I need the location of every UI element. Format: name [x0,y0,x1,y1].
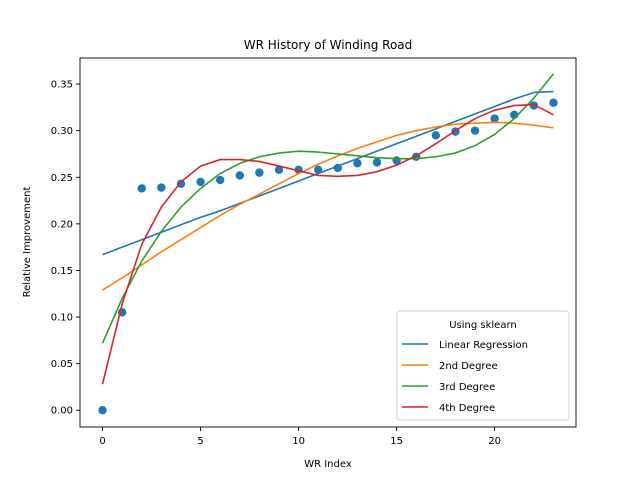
x-tick-label: 0 [99,436,105,447]
x-tick-label: 20 [488,436,501,447]
scatter-point [196,177,205,187]
axes-frame [79,57,577,428]
x-tick-label: 15 [390,436,403,447]
legend-entry-2: 2nd Degree [439,361,498,372]
scatter-point [274,165,284,175]
legend-entry-3: 3rd Degree [439,382,495,393]
x-axis-label: WR Index [304,459,352,470]
series-line-1 [102,90,554,256]
scatter-point [98,406,107,415]
y-tick-label: 0.20 [51,219,73,230]
y-axis-label: Relative Improvement [22,187,33,298]
scatter-point [137,184,146,193]
legend-entry-1: Linear Regression [439,340,528,351]
y-tick-label: 0.10 [51,313,73,324]
scatter-point [353,159,362,168]
series-line-3 [101,73,555,344]
legend-entry-4: 4th Degree [439,403,495,414]
legend-title: Using sklearn [449,320,517,331]
scatter-point [549,98,558,107]
x-tick-label: 10 [292,436,305,447]
scatter-point [490,114,499,123]
scatter-point [157,183,166,192]
scatter-point [255,168,264,177]
y-tick-label: 0.05 [51,359,73,370]
scatter-point [470,126,480,135]
series-line-2 [102,121,554,291]
series-line-4 [101,103,554,385]
legend: Using sklearn Linear Regression 2nd Degree… [396,310,570,421]
chart-title: WR History of Winding Road [244,38,413,52]
legend-box [396,310,570,421]
scatter-point [431,131,441,140]
y-tick-label: 0.35 [51,80,73,91]
y-tick-label: 0.30 [51,126,73,137]
scatter-point [529,101,539,110]
scatter-point [372,158,382,167]
y-tick-label: 0.00 [51,406,73,417]
y-tick-label: 0.25 [51,173,73,184]
plot-area: 0 5 10 15 20 0.00 0.05 0.10 0.15 0.20 0.25 0.30 0.35… [51,57,577,447]
scatter-point [235,171,244,180]
scatter-point [215,175,225,185]
y-tick-label: 0.15 [51,266,73,277]
x-tick-label: 5 [197,436,203,447]
